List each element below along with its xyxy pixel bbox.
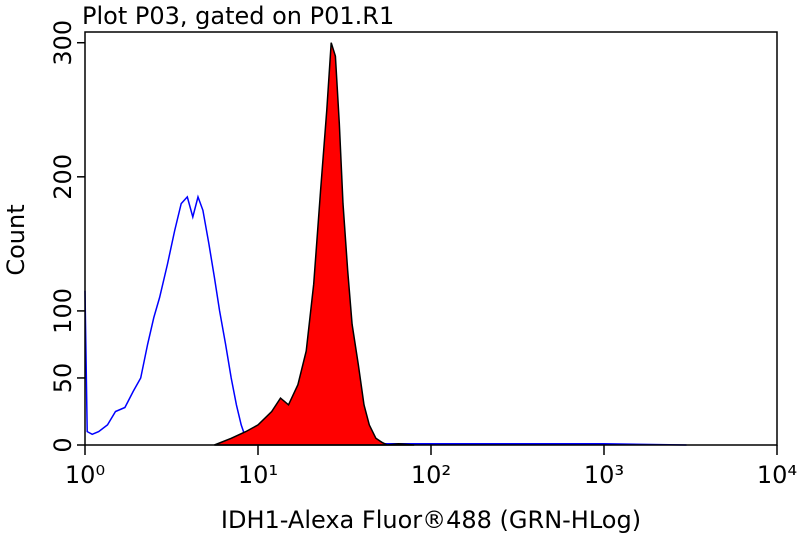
y-tick-label: 200 [49, 154, 77, 200]
x-axis-label: IDH1-Alexa Fluor®488 (GRN-HLog) [221, 506, 641, 534]
plot-frame [84, 31, 778, 446]
y-axis-label: Count [2, 204, 30, 275]
y-tick-label: 300 [49, 20, 77, 66]
y-tick-label: 0 [49, 437, 77, 452]
x-tick-label: 10⁴ [757, 461, 797, 489]
chart-title: Plot P03, gated on P01.R1 [82, 2, 394, 30]
y-tick-label: 100 [49, 288, 77, 334]
y-tick-label: 50 [49, 363, 77, 394]
x-tick-label: 10² [411, 461, 451, 489]
x-tick-label: 10⁰ [65, 461, 105, 489]
x-tick-label: 10³ [584, 461, 624, 489]
x-tick-label: 10¹ [238, 461, 278, 489]
histogram-line [84, 194, 687, 446]
histogram-area [214, 42, 415, 446]
